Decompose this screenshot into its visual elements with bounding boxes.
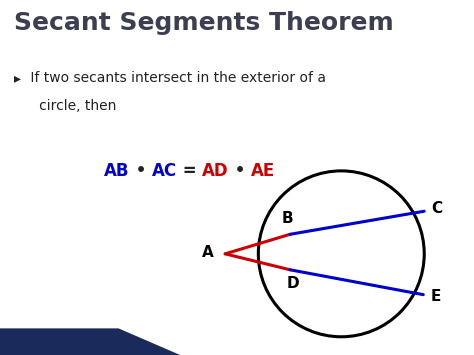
Text: E: E <box>430 289 441 304</box>
Text: AE: AE <box>251 162 275 180</box>
Text: B: B <box>282 212 293 226</box>
Text: C: C <box>431 201 442 216</box>
Text: ▸: ▸ <box>14 71 21 85</box>
Text: D: D <box>286 276 299 291</box>
Text: Secant Segments Theorem: Secant Segments Theorem <box>14 11 394 35</box>
Text: AD: AD <box>202 162 229 180</box>
Text: AB: AB <box>104 162 130 180</box>
Text: •: • <box>229 162 251 180</box>
Polygon shape <box>0 328 180 355</box>
Text: •: • <box>130 162 152 180</box>
Text: AC: AC <box>152 162 177 180</box>
Text: If two secants intersect in the exterior of a: If two secants intersect in the exterior… <box>26 71 326 85</box>
Text: =: = <box>177 162 202 180</box>
Text: circle, then: circle, then <box>26 99 117 113</box>
Text: A: A <box>201 245 213 260</box>
